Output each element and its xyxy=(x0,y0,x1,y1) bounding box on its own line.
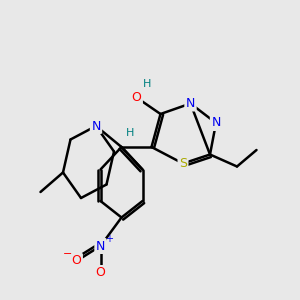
Text: H: H xyxy=(126,128,135,139)
Text: N: N xyxy=(186,97,195,110)
Text: S: S xyxy=(179,157,187,170)
Text: −: − xyxy=(63,248,72,259)
Text: O: O xyxy=(132,91,141,104)
Text: O: O xyxy=(72,254,81,268)
Text: +: + xyxy=(106,233,113,244)
Text: O: O xyxy=(96,266,105,280)
Text: N: N xyxy=(211,116,221,130)
Text: N: N xyxy=(96,239,105,253)
Text: N: N xyxy=(91,119,101,133)
Text: H: H xyxy=(143,79,151,89)
